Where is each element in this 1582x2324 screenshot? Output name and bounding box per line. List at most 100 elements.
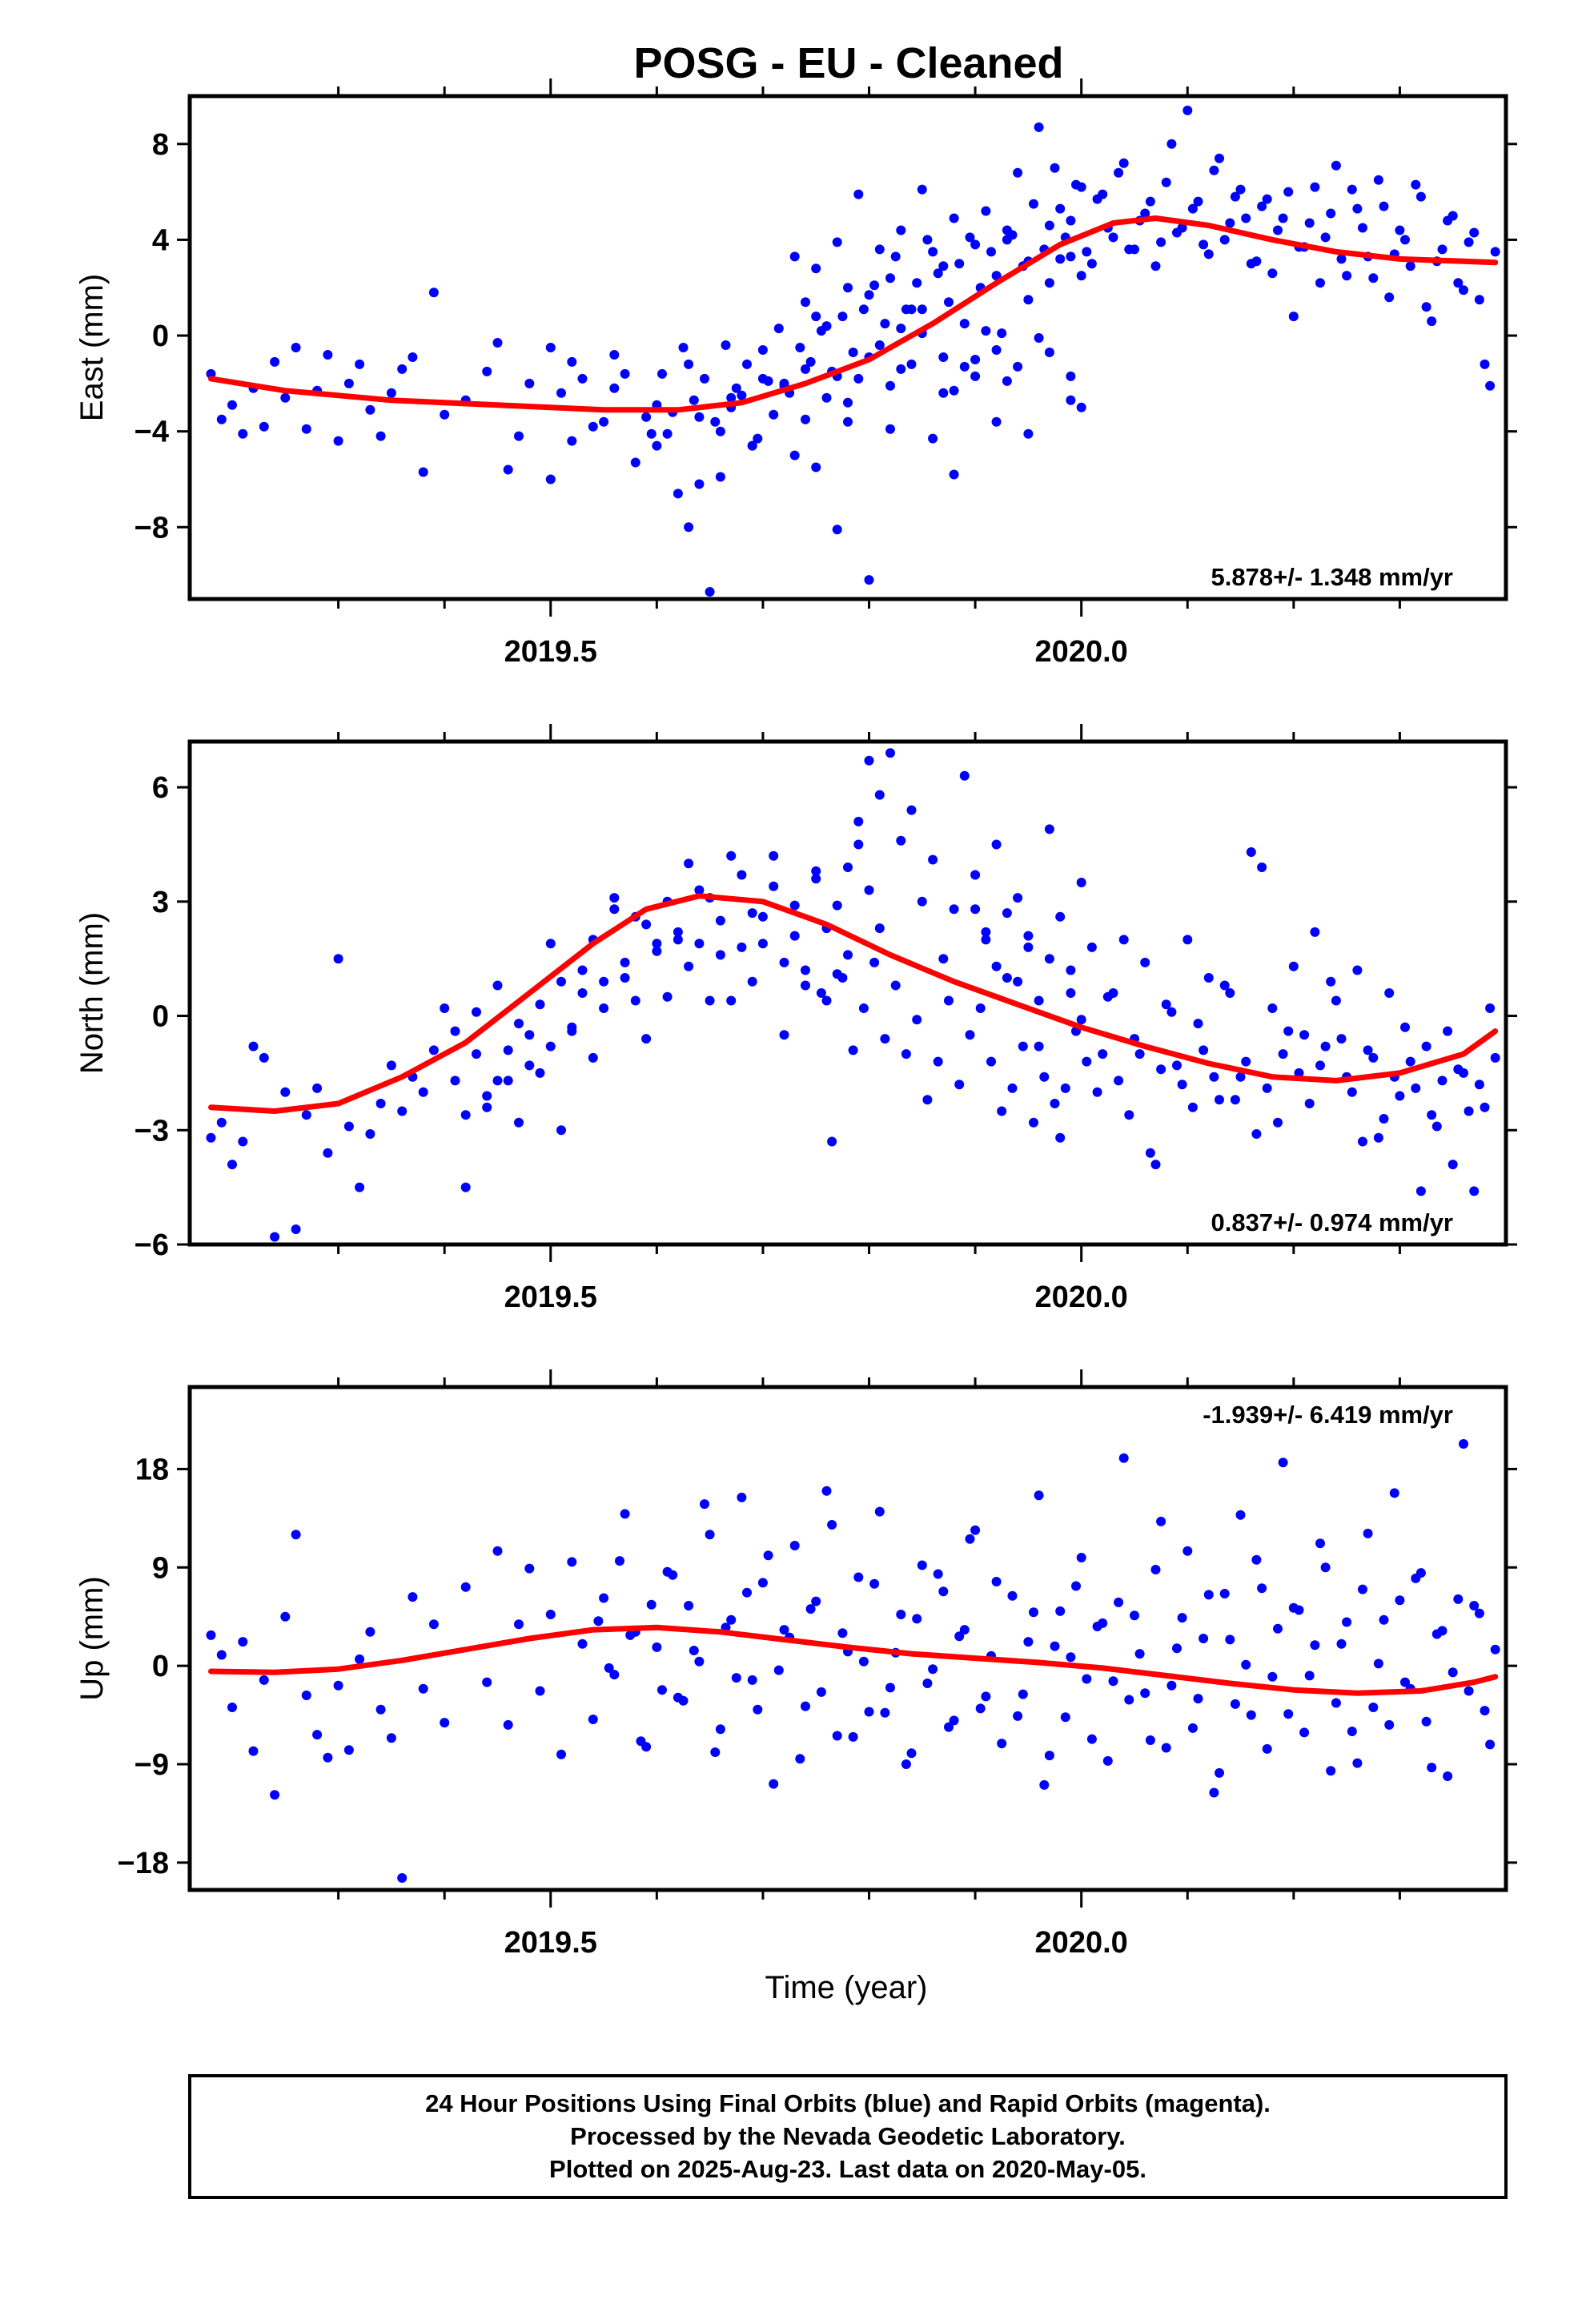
data-point <box>1251 256 1262 267</box>
data-point <box>715 950 725 960</box>
data-point <box>694 939 705 949</box>
data-point <box>922 1679 933 1688</box>
footer-line-3: Plotted on 2025-Aug-23. Last data on 202… <box>549 2155 1146 2183</box>
data-point <box>1447 1160 1458 1170</box>
data-point <box>460 1110 471 1120</box>
data-point <box>408 1592 418 1602</box>
data-point <box>1055 1606 1066 1616</box>
data-point <box>1023 295 1034 305</box>
data-point <box>323 1148 333 1158</box>
data-point <box>1076 271 1086 281</box>
data-point <box>1161 999 1171 1010</box>
data-point <box>1464 1106 1474 1116</box>
y-tick-label: −3 <box>135 1114 169 1148</box>
data-point <box>662 991 673 1002</box>
data-point <box>737 390 747 400</box>
data-point <box>869 280 880 291</box>
data-point <box>1363 1045 1373 1055</box>
data-point <box>428 1045 439 1055</box>
data-point <box>1474 1608 1484 1618</box>
data-point <box>848 348 858 357</box>
data-point <box>880 1034 890 1044</box>
data-point <box>1257 201 1267 211</box>
data-point <box>858 1003 869 1013</box>
data-point <box>1246 1710 1256 1720</box>
data-point <box>1034 1490 1044 1501</box>
data-point <box>970 239 981 250</box>
data-point <box>832 1731 842 1741</box>
data-point <box>1150 1565 1161 1574</box>
data-point <box>259 1052 269 1063</box>
data-point <box>1102 991 1113 1002</box>
data-point <box>1427 1763 1437 1773</box>
data-point <box>997 328 1007 339</box>
x-tick-label: 2020.0 <box>1035 1281 1128 1314</box>
data-point <box>1092 194 1102 204</box>
data-point <box>1187 203 1198 214</box>
data-point <box>1086 942 1097 952</box>
data-point <box>959 319 970 329</box>
data-point <box>684 359 694 369</box>
data-point <box>1177 223 1187 233</box>
data-point <box>1352 1758 1363 1768</box>
data-point <box>917 304 927 315</box>
data-point <box>1405 1056 1415 1067</box>
data-point <box>280 1611 291 1622</box>
data-point <box>864 575 874 585</box>
data-point <box>1453 1594 1464 1604</box>
y-tick-label: −4 <box>135 416 169 449</box>
data-point <box>949 904 959 915</box>
data-point <box>938 954 949 964</box>
data-point <box>1395 1091 1405 1101</box>
data-point <box>700 373 709 384</box>
data-point <box>769 1779 779 1789</box>
data-point <box>1363 1528 1373 1538</box>
data-point <box>981 935 991 945</box>
figure-title: POSG - EU - Cleaned <box>633 39 1063 87</box>
data-point <box>1199 1045 1209 1055</box>
data-point <box>1447 1667 1458 1678</box>
data-point <box>1283 1709 1294 1719</box>
data-point <box>1013 361 1023 372</box>
data-point <box>986 247 996 257</box>
data-point <box>1219 235 1230 245</box>
data-points <box>206 105 1500 597</box>
data-point <box>970 371 981 381</box>
data-point <box>721 340 731 350</box>
data-point <box>694 885 705 895</box>
data-point <box>1358 1584 1367 1594</box>
data-point <box>1326 208 1336 219</box>
data-point <box>1336 254 1347 264</box>
data-point <box>1342 271 1352 281</box>
data-point <box>1060 1083 1070 1093</box>
footer-frame <box>188 2074 1508 2199</box>
data-point <box>1273 1623 1283 1634</box>
velocity-rate-label: 0.837+/- 0.974 mm/yr <box>1211 1208 1453 1236</box>
data-point <box>1453 1064 1464 1075</box>
data-point <box>503 464 513 475</box>
data-point <box>238 428 248 439</box>
data-point <box>991 416 1002 427</box>
data-point <box>1013 976 1023 987</box>
data-point <box>896 324 906 334</box>
data-point <box>588 421 598 432</box>
data-point <box>1182 1546 1193 1556</box>
data-point <box>577 965 588 975</box>
data-point <box>1225 218 1235 228</box>
panel-frame <box>187 739 1508 1247</box>
data-point <box>1230 191 1240 202</box>
data-point <box>885 748 895 758</box>
data-point <box>801 965 810 975</box>
data-point <box>1358 223 1367 233</box>
data-point <box>1431 1629 1442 1639</box>
data-point <box>1331 160 1341 171</box>
data-point <box>1071 1581 1081 1591</box>
data-point <box>944 297 954 308</box>
data-point <box>1400 235 1410 245</box>
data-point <box>428 287 439 298</box>
y-tick-label: 6 <box>152 771 169 805</box>
data-point <box>408 352 418 362</box>
data-point <box>1257 1583 1267 1594</box>
data-point <box>874 244 885 255</box>
data-point <box>1485 1739 1496 1750</box>
